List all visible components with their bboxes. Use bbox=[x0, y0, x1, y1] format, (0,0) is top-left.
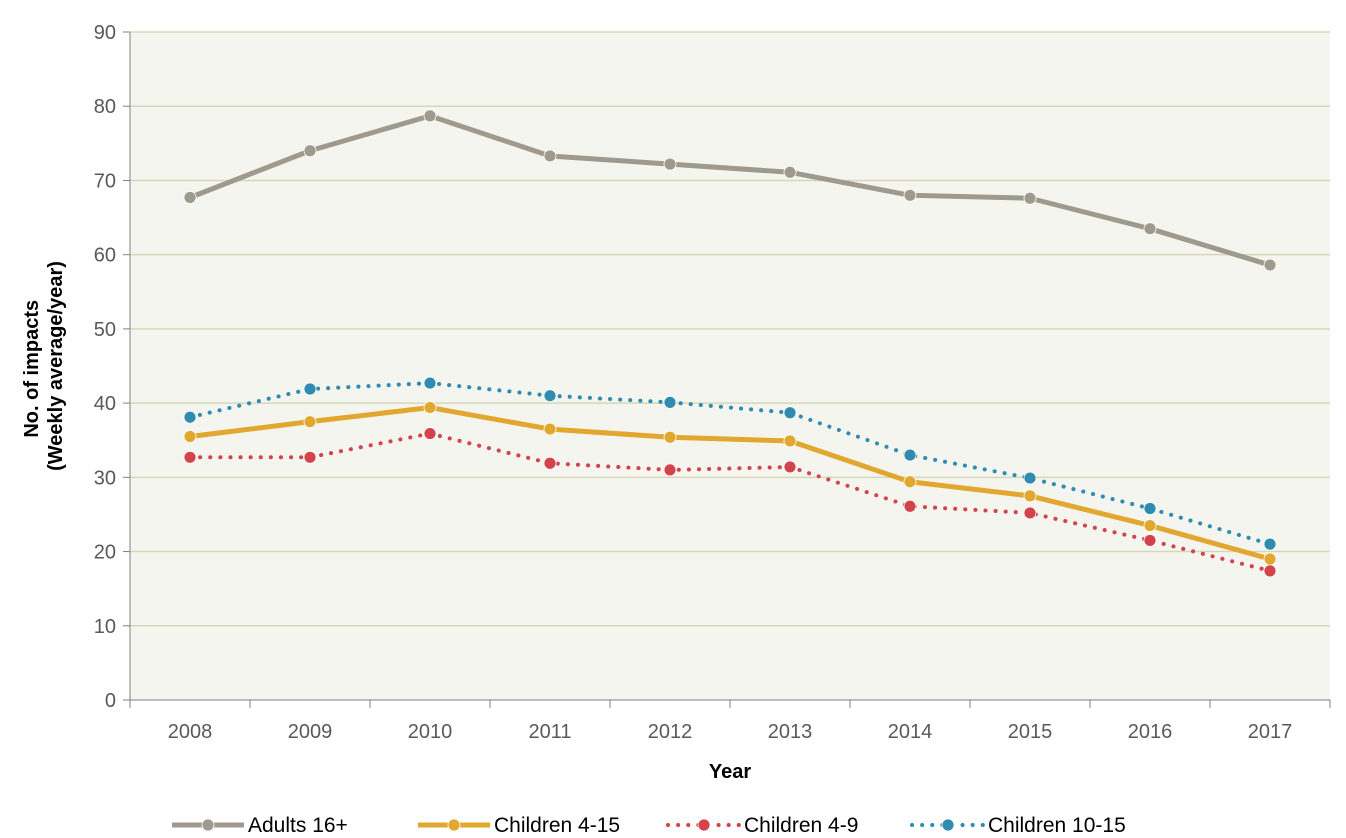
legend-swatch-marker bbox=[447, 818, 461, 832]
data-point-children-10-15-2013 bbox=[783, 406, 797, 420]
series-line-children-10-15 bbox=[188, 381, 1272, 547]
legend-item-children-4-9: Children 4-9 bbox=[666, 814, 858, 837]
series-children-4-9 bbox=[183, 427, 1277, 578]
data-point-adults-16-2010 bbox=[423, 109, 437, 123]
data-point-children-4-9-2009 bbox=[303, 450, 317, 464]
y-axis-title-line-2: (Weekly average/year) bbox=[45, 261, 67, 471]
data-point-children-10-15-2015 bbox=[1023, 471, 1037, 485]
y-axis-title: No. of impacts (Weekly average/year) bbox=[21, 261, 67, 471]
legend-item-adults-16: Adults 16+ bbox=[172, 814, 348, 837]
data-point-children-10-15-2016 bbox=[1143, 502, 1157, 515]
x-tick-label: 2009 bbox=[288, 721, 333, 743]
plot-area bbox=[130, 32, 1330, 700]
x-tick-label: 2017 bbox=[1248, 721, 1293, 743]
y-tick-label: 30 bbox=[94, 467, 116, 489]
x-tick-label: 2012 bbox=[648, 721, 693, 743]
series-children-10-15 bbox=[183, 376, 1277, 551]
legend-label: Children 10-15 bbox=[988, 814, 1126, 837]
y-tick-label: 80 bbox=[94, 96, 116, 118]
y-axis-title-line-1: No. of impacts bbox=[21, 300, 43, 438]
y-tick-label: 10 bbox=[94, 616, 116, 638]
y-tick-label: 0 bbox=[105, 690, 116, 712]
y-tick-label: 90 bbox=[94, 22, 116, 44]
data-point-adults-16-2013 bbox=[783, 165, 797, 179]
data-point-children-10-15-2009 bbox=[303, 382, 317, 396]
data-point-children-10-15-2017 bbox=[1263, 537, 1277, 551]
data-point-adults-16-2009 bbox=[303, 144, 317, 158]
legend-label: Children 4-15 bbox=[494, 814, 620, 837]
data-point-children-4-15-2016 bbox=[1143, 519, 1157, 532]
x-tick-label: 2013 bbox=[768, 721, 813, 743]
data-point-children-4-9-2013 bbox=[783, 460, 797, 474]
legend-item-children-10-15: Children 10-15 bbox=[910, 814, 1126, 837]
data-point-children-10-15-2008 bbox=[183, 410, 197, 424]
series-line-adults-16 bbox=[189, 113, 1271, 268]
x-tick-label: 2011 bbox=[528, 721, 571, 743]
data-point-adults-16-2016 bbox=[1143, 222, 1157, 236]
y-tick-label: 40 bbox=[94, 393, 116, 415]
data-point-adults-16-2014 bbox=[903, 188, 917, 202]
data-point-children-4-15-2013 bbox=[783, 434, 797, 448]
data-point-children-10-15-2014 bbox=[903, 448, 917, 462]
data-point-children-4-15-2014 bbox=[903, 475, 917, 489]
data-point-children-4-9-2017 bbox=[1263, 564, 1277, 578]
series-children-4-15 bbox=[183, 401, 1277, 566]
legend-label: Children 4-9 bbox=[744, 814, 858, 837]
series-adults-16 bbox=[183, 109, 1277, 272]
x-axis-title: Year bbox=[709, 761, 751, 783]
x-tick-label: 2010 bbox=[408, 721, 453, 743]
axes: 0 10 20 30 40 50 60 70 80 90 2008 2009 2010 2011 2012 2… bbox=[94, 22, 1331, 743]
legend-item-children-4-15: Children 4-15 bbox=[418, 814, 620, 837]
legend-swatch-marker bbox=[201, 818, 215, 832]
y-tick-label: 50 bbox=[94, 319, 116, 341]
data-point-children-4-15-2008 bbox=[183, 430, 197, 443]
data-point-children-4-9-2010 bbox=[423, 427, 437, 440]
data-point-children-4-9-2014 bbox=[903, 499, 917, 513]
data-point-adults-16-2008 bbox=[183, 191, 197, 204]
data-point-children-4-9-2008 bbox=[183, 450, 197, 464]
y-tick-label: 60 bbox=[94, 245, 116, 267]
y-tick-label: 70 bbox=[94, 170, 116, 192]
x-tick-label: 2015 bbox=[1008, 721, 1053, 743]
legend: Adults 16+ Children 4-15 Children 4-9 Child… bbox=[172, 814, 1126, 837]
data-point-children-4-9-2012 bbox=[663, 463, 677, 477]
legend-label: Adults 16+ bbox=[248, 814, 348, 837]
data-point-children-10-15-2011 bbox=[543, 389, 557, 403]
legend-swatch-marker bbox=[941, 818, 955, 832]
legend-swatch-marker bbox=[697, 818, 711, 832]
gridlines bbox=[130, 31, 1330, 627]
data-point-children-4-15-2017 bbox=[1263, 552, 1277, 566]
data-point-adults-16-2017 bbox=[1263, 258, 1277, 272]
data-point-children-4-15-2015 bbox=[1023, 489, 1037, 503]
data-point-adults-16-2012 bbox=[663, 157, 677, 171]
x-tick-label: 2014 bbox=[888, 721, 933, 743]
data-point-adults-16-2015 bbox=[1023, 191, 1037, 205]
data-point-children-4-9-2015 bbox=[1023, 506, 1037, 520]
series-line-children-4-15 bbox=[189, 405, 1271, 562]
series-lines bbox=[183, 109, 1277, 578]
data-point-children-4-15-2009 bbox=[303, 415, 317, 429]
data-point-children-4-15-2012 bbox=[663, 430, 677, 444]
data-point-adults-16-2011 bbox=[543, 149, 557, 163]
data-point-children-4-15-2010 bbox=[423, 401, 437, 414]
x-tick-label: 2008 bbox=[168, 721, 213, 743]
y-tick-label: 20 bbox=[94, 542, 116, 564]
data-point-children-10-15-2012 bbox=[663, 395, 677, 409]
data-point-children-4-9-2016 bbox=[1143, 534, 1157, 547]
series-line-children-4-9 bbox=[188, 431, 1272, 573]
x-tick-label: 2016 bbox=[1128, 721, 1173, 743]
data-point-children-4-15-2011 bbox=[543, 422, 557, 436]
data-point-children-10-15-2010 bbox=[423, 376, 437, 390]
data-point-children-4-9-2011 bbox=[543, 456, 557, 470]
